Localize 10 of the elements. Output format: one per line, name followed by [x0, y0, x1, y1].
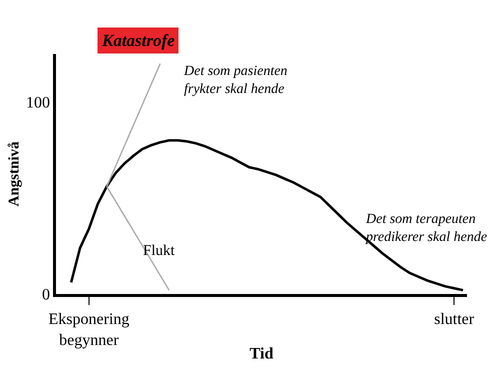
x-tick-label: Eksponering begynner — [48, 310, 130, 349]
annotation: Det som terapeuten predikerer skal hende — [365, 212, 488, 246]
y-tick-label: 0 — [42, 286, 50, 304]
text: Katastrofe — [101, 31, 176, 50]
annotation: Det som pasienten frykter skal hende — [183, 64, 288, 98]
y-axis-title: Angstnivå — [6, 141, 22, 207]
x-tick-label: slutter — [434, 310, 475, 328]
x-axis-title: Tid — [250, 345, 274, 362]
annotation: Flukt — [143, 243, 176, 259]
y-tick-label: 100 — [26, 94, 50, 112]
